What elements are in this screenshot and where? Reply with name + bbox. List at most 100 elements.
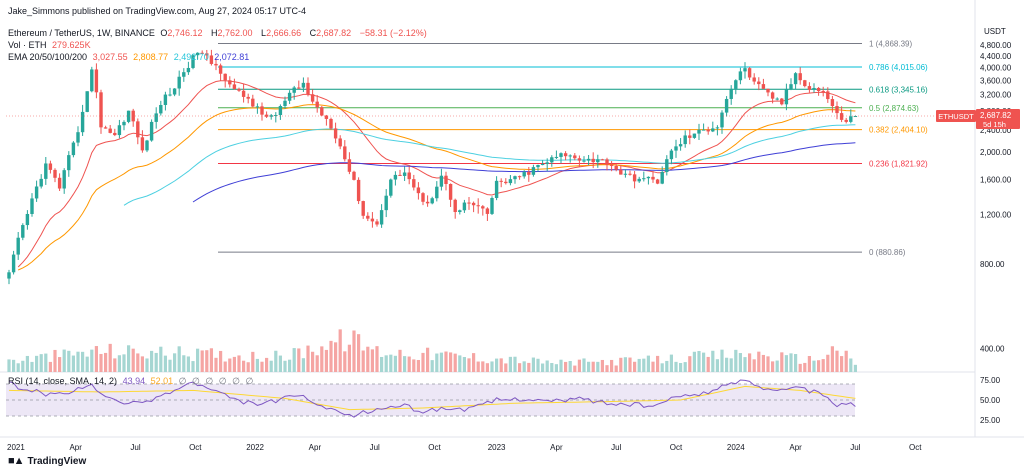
candle-body (310, 94, 315, 102)
volume-bar (260, 361, 264, 372)
volume-bar (748, 353, 752, 372)
fib-level-label: 0.786 (4,015.06) (869, 63, 928, 72)
candle-body (21, 225, 25, 238)
price-tick-label: 2,000.00 (980, 148, 1012, 157)
volume-bar (150, 350, 154, 372)
rsi-legend: RSI (14, close, SMA, 14, 2) 43.94 52.01 … (8, 376, 256, 387)
volume-bar (200, 350, 204, 372)
time-tick-label: 2023 (488, 443, 506, 452)
candle-body (757, 81, 761, 85)
candle-body (39, 178, 43, 187)
candle-body (476, 205, 480, 207)
volume-bar (775, 360, 779, 372)
candle-body (807, 86, 812, 90)
rsi-value: 43.94 (122, 376, 146, 386)
volume-bar (421, 352, 425, 372)
candle-body (103, 127, 108, 129)
candle-body (136, 121, 140, 138)
volume-bar (688, 356, 692, 372)
time-tick-label: Apr (309, 443, 322, 452)
candle-body (444, 175, 448, 184)
volume-bar (435, 353, 439, 372)
candle-body (734, 80, 738, 89)
candle-body (366, 215, 370, 219)
volume-bar (697, 351, 701, 372)
candle-body (241, 90, 246, 97)
candle-body (435, 186, 439, 199)
candle-body (191, 55, 195, 68)
volume-bar (439, 352, 443, 372)
volume-bar (449, 352, 453, 372)
price-tick-label: 800.00 (980, 260, 1005, 269)
volume-bar (315, 355, 319, 372)
price-change: −58.31 (−2.12%) (359, 28, 427, 38)
volume-bar (660, 363, 664, 372)
candle-body (57, 177, 62, 189)
ema-legend: EMA 20/50/100/200 3,027.55 2,808.77 2,49… (8, 52, 252, 62)
volume-bar (301, 358, 305, 372)
volume-bar (412, 359, 416, 372)
rsi-empty-5: ∅ (232, 376, 240, 386)
volume-bar (734, 349, 738, 372)
volume-bar (39, 354, 43, 372)
volume-bar (329, 340, 333, 372)
candle-body (812, 87, 816, 90)
candle-body (761, 84, 766, 89)
volume-bar (347, 344, 351, 372)
volume-bar (219, 350, 223, 372)
volume-bar (12, 359, 16, 372)
volume-bar (835, 350, 839, 372)
candle-body (563, 153, 568, 157)
volume-bar (283, 360, 287, 372)
candle-body (632, 174, 637, 182)
candle-body (471, 202, 476, 206)
volume-bar (7, 359, 11, 372)
candle-body (513, 176, 517, 180)
price-tick-label: 4,800.00 (980, 41, 1012, 50)
rsi-band (6, 384, 855, 416)
candle-body (458, 210, 462, 213)
candle-body (71, 142, 76, 156)
price-tick-label: 3,600.00 (980, 76, 1012, 85)
volume-bar (35, 355, 39, 372)
volume-bar (163, 355, 167, 372)
candle-body (522, 172, 526, 177)
volume-bar (536, 358, 540, 372)
time-tick-label: Oct (428, 443, 441, 452)
volume-bar (729, 358, 733, 372)
candle-body (586, 158, 591, 161)
volume-bar (62, 349, 66, 372)
volume-bar (416, 359, 420, 372)
volume-bar (209, 348, 213, 372)
candle-body (76, 132, 80, 143)
volume-bar (81, 351, 85, 372)
candle-body (844, 119, 848, 122)
rsi-empty-1: ∅ (178, 376, 187, 386)
time-tick-label: 2022 (246, 443, 264, 452)
symbol-header: Ethereum / TetherUS, 1W, BINANCE O2,746.… (8, 28, 430, 38)
volume-bar (407, 356, 411, 372)
volume-bar (324, 349, 328, 372)
candle-body (550, 157, 554, 163)
volume-bar (237, 355, 241, 372)
volume-bar (715, 359, 719, 372)
volume-bar (173, 353, 177, 372)
volume-bar (628, 357, 632, 372)
candle-body (642, 178, 646, 180)
candle-body (619, 169, 623, 175)
volume-bar (251, 351, 255, 372)
volume-bar (738, 353, 742, 372)
volume-bar (610, 359, 614, 372)
candle-body (379, 210, 384, 225)
volume-bar (771, 361, 775, 372)
volume-bar (306, 345, 310, 372)
volume-bar (58, 357, 62, 372)
candle-body (108, 128, 112, 133)
tradingview-logo[interactable]: ■▲ TradingView (8, 455, 86, 467)
volume-bar (223, 361, 227, 372)
volume-bar (573, 365, 577, 372)
volume-bar (320, 346, 324, 372)
volume-bar (453, 353, 457, 372)
volume-bar (559, 359, 563, 372)
